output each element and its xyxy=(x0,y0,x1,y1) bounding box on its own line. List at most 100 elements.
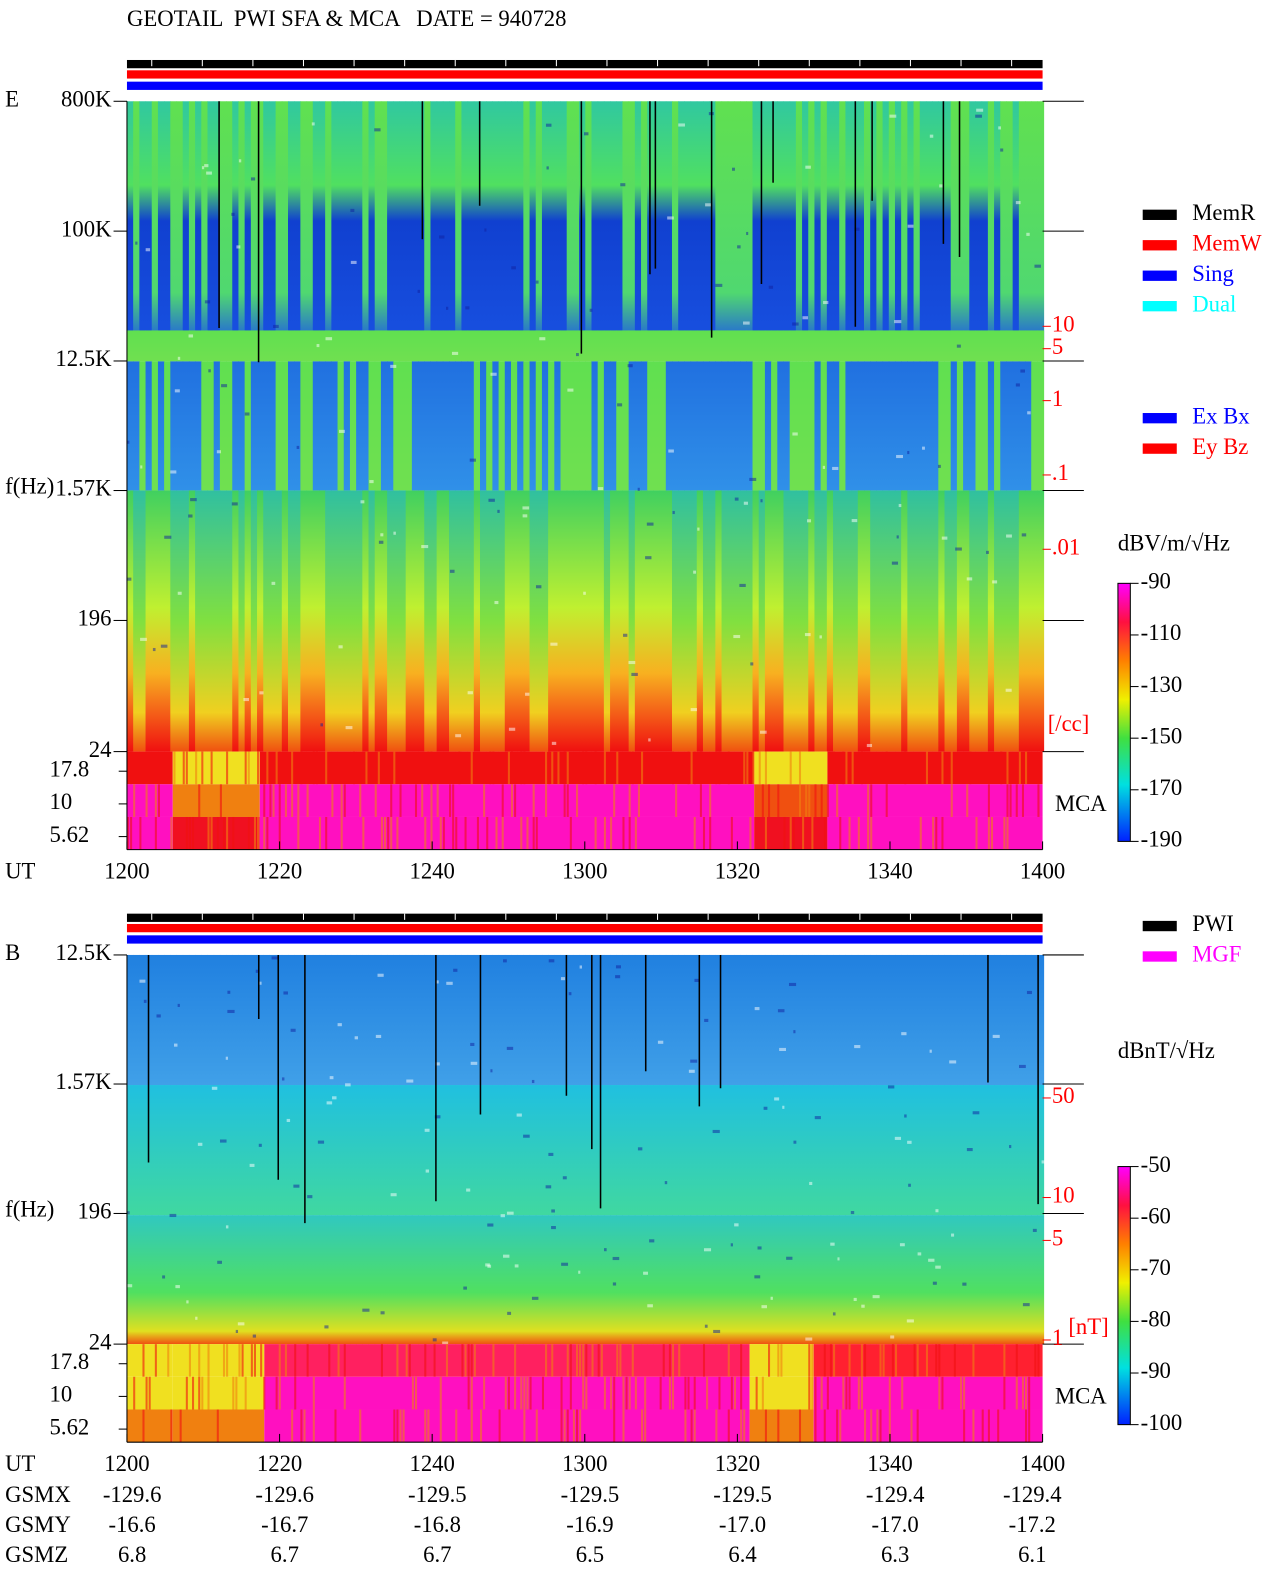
speckle xyxy=(757,1246,762,1250)
speckle xyxy=(338,429,345,433)
spectrogram-cell xyxy=(424,330,431,362)
mca-streak xyxy=(798,1409,802,1443)
mca-streak xyxy=(594,816,597,850)
spectrogram-cell xyxy=(907,330,915,362)
speckle xyxy=(152,647,156,652)
mca-streak xyxy=(690,751,693,785)
spectrogram-cell xyxy=(250,490,258,752)
spectrogram-cell xyxy=(244,1085,252,1216)
speckle xyxy=(703,1248,712,1252)
spectrogram-cell xyxy=(938,361,946,491)
mca-streak xyxy=(455,1409,458,1443)
speckle xyxy=(648,738,651,742)
spectrogram-cell xyxy=(188,361,196,491)
spectrogram-cell xyxy=(133,1215,140,1345)
spectrogram-cell xyxy=(826,1215,834,1345)
spectrogram-cell xyxy=(702,1085,710,1216)
mca-streak xyxy=(1003,816,1006,850)
spectrogram-cell xyxy=(145,330,153,362)
mca-streak xyxy=(935,1344,938,1377)
mca-streak xyxy=(266,816,269,850)
spectrogram-cell xyxy=(610,1215,617,1345)
mca-cell xyxy=(813,1376,1043,1410)
mca-streak xyxy=(343,784,346,817)
spectrogram-cell xyxy=(833,1085,840,1216)
speckle xyxy=(535,280,539,284)
spectrogram-cell xyxy=(913,490,921,752)
speckle xyxy=(439,235,445,239)
spectrogram-cell xyxy=(201,330,208,362)
spectrogram-cell xyxy=(634,1215,642,1345)
spectrogram-cell xyxy=(430,1085,438,1216)
speckle xyxy=(743,501,748,505)
speckle xyxy=(345,726,353,730)
mca-streak xyxy=(402,1409,405,1443)
speckle xyxy=(1015,201,1021,205)
speckle xyxy=(937,464,941,468)
spectrogram-cell xyxy=(616,361,623,491)
mca-streak xyxy=(195,751,198,785)
mca-streak xyxy=(860,1376,863,1410)
spectrogram-cell xyxy=(473,1215,481,1345)
speckle xyxy=(195,1316,198,1320)
spectrogram-cell xyxy=(554,361,562,491)
spectrogram-cell xyxy=(541,101,549,341)
mca-streak xyxy=(628,784,631,817)
spectrogram-cell xyxy=(702,1215,710,1345)
spectrogram-cell xyxy=(250,101,258,341)
mca-streak xyxy=(1037,784,1040,817)
mca-streak xyxy=(693,1409,696,1443)
mca-streak xyxy=(182,751,185,785)
mca-streak xyxy=(1021,1376,1024,1410)
spectrogram-cell xyxy=(727,330,735,362)
spectrogram-cell xyxy=(647,330,654,362)
spectrogram-cell xyxy=(839,1085,846,1216)
spectrogram-cell xyxy=(157,361,165,491)
spectrogram-cell xyxy=(696,1215,704,1345)
mca-cell xyxy=(126,816,173,850)
mca-streak xyxy=(842,751,845,785)
spectrogram-cell xyxy=(659,330,667,362)
spectrogram-cell xyxy=(405,1085,413,1216)
spectrogram-cell xyxy=(876,490,884,752)
speckle xyxy=(768,285,774,289)
orbit-value: -16.9 xyxy=(566,1512,613,1537)
colorbar-tick-label: -50 xyxy=(1141,1152,1171,1177)
mca-streak xyxy=(535,1409,538,1443)
spectrogram-cell xyxy=(715,954,723,1086)
speckle xyxy=(805,165,811,169)
mca-streak xyxy=(476,816,479,850)
y-tick-label: 1.57K xyxy=(55,476,112,501)
mca-streak xyxy=(188,1409,191,1443)
mca-streak xyxy=(291,784,294,817)
spectrogram-cell xyxy=(932,330,939,362)
spectrogram-cell xyxy=(591,1215,599,1345)
colorbar-tick-label: -90 xyxy=(1141,1358,1171,1383)
mca-label: MCA xyxy=(1055,791,1107,816)
spectrogram-cell xyxy=(733,954,741,1086)
mca-streak xyxy=(213,1409,216,1443)
orbit-label: GSMX xyxy=(5,1482,71,1507)
mca-streak xyxy=(514,1344,517,1377)
spectrogram-cell xyxy=(851,954,859,1086)
spectrogram-cell xyxy=(938,1215,946,1345)
spectrogram-cell xyxy=(864,361,871,491)
mca-streak xyxy=(829,1344,832,1377)
spectrogram-cell xyxy=(442,361,450,491)
mca-streak xyxy=(833,751,836,785)
spectrogram-cell xyxy=(864,1085,871,1216)
spectrogram-cell xyxy=(349,954,357,1086)
y-axis-label: f(Hz) xyxy=(5,474,54,499)
speckle xyxy=(463,1286,467,1290)
speckle xyxy=(1000,148,1004,152)
y-tick-label: 24 xyxy=(89,1329,112,1354)
spectrogram-cell xyxy=(312,330,320,362)
mca-streak xyxy=(972,1344,975,1377)
spectrogram-cell xyxy=(919,101,927,341)
spectrogram-cell xyxy=(356,330,363,362)
mca-streak xyxy=(198,1376,201,1410)
spectrogram-cell xyxy=(362,330,370,362)
spectrogram-cell xyxy=(919,330,927,362)
spectrogram-cell xyxy=(585,330,592,362)
spectrogram-cell xyxy=(987,101,995,341)
